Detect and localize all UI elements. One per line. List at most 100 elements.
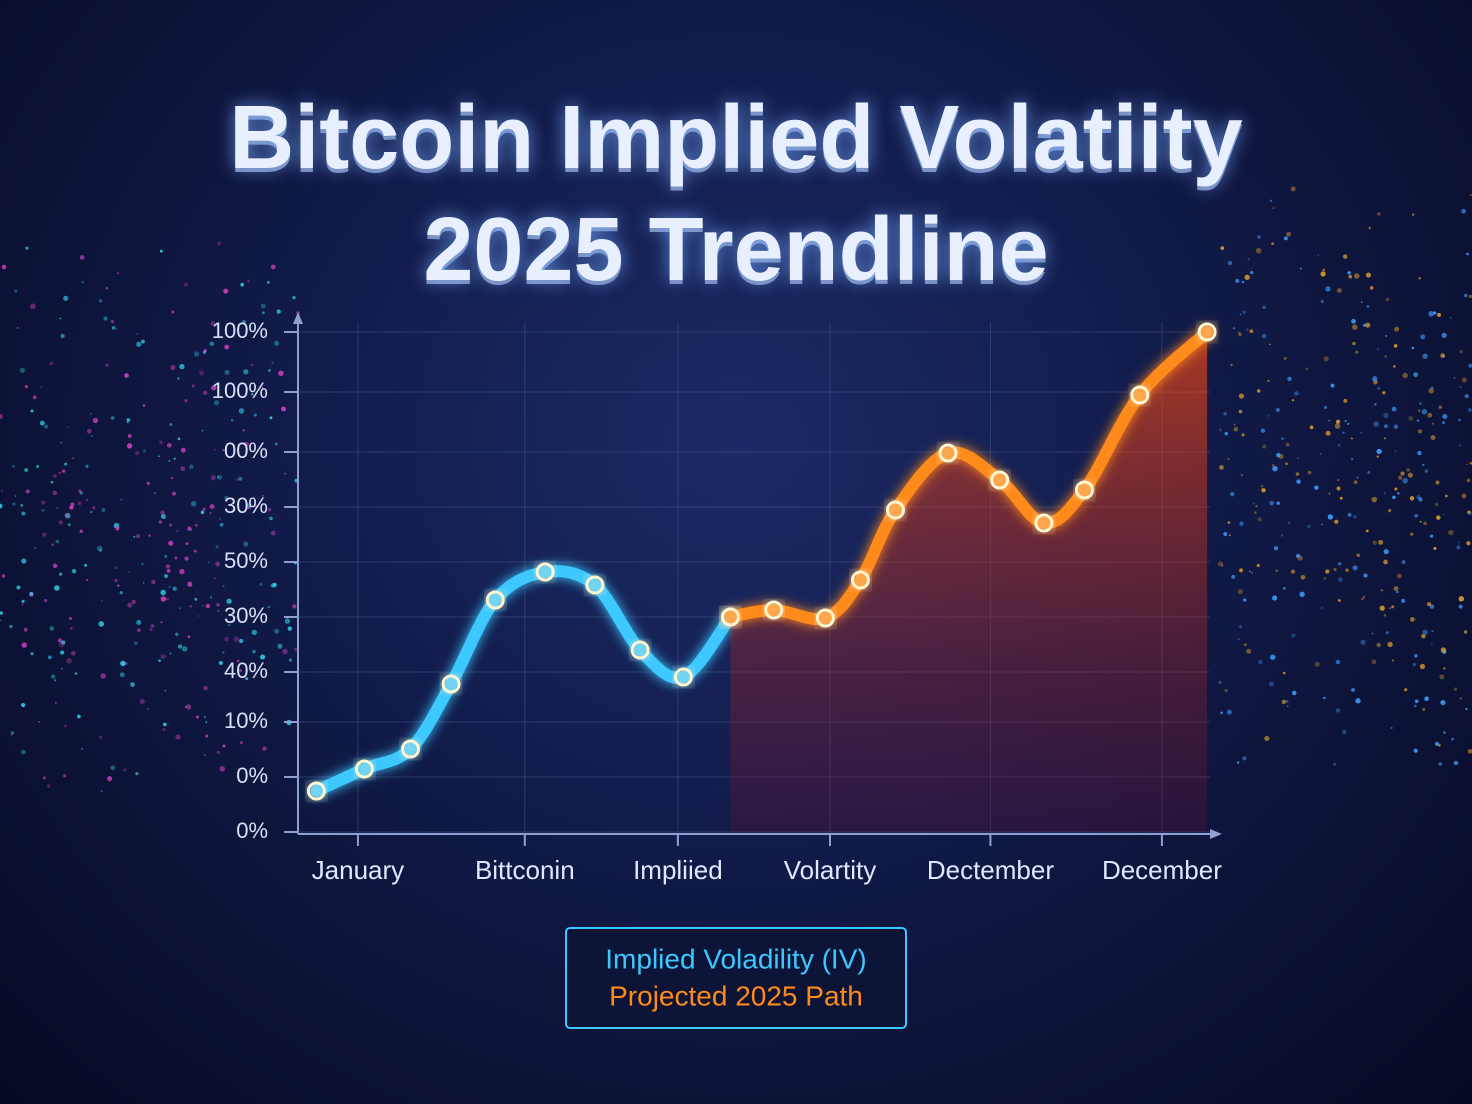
particle [81, 280, 84, 284]
particle [1416, 419, 1420, 422]
particle [64, 724, 68, 728]
y-tick-label: 10% [224, 708, 268, 733]
particle [1356, 553, 1360, 558]
particle [85, 464, 89, 468]
particle [1433, 311, 1437, 315]
particle [36, 465, 40, 469]
particle [1468, 294, 1472, 299]
particle [52, 490, 57, 496]
particle [1423, 521, 1427, 526]
particle [1285, 462, 1288, 466]
particle [1321, 607, 1323, 609]
particle [169, 652, 172, 655]
particle [1410, 617, 1415, 622]
particle [137, 628, 141, 632]
particle [1223, 411, 1227, 416]
particle [1351, 687, 1355, 692]
particle [2, 574, 6, 578]
particle [278, 370, 284, 376]
particle [25, 489, 30, 494]
particle [118, 526, 120, 529]
y-tick-label: 50% [224, 548, 268, 573]
particle [1272, 595, 1278, 601]
particle [1442, 421, 1446, 425]
y-tick-label: 100% [212, 378, 268, 403]
particle [10, 731, 15, 735]
particle [1424, 354, 1427, 357]
particle [106, 775, 113, 782]
particle [1371, 632, 1374, 635]
particle [166, 442, 172, 448]
particle [1419, 663, 1426, 670]
particle [1467, 511, 1472, 516]
particle [230, 419, 234, 422]
particle [261, 386, 264, 389]
particle [1401, 560, 1406, 565]
particle [193, 351, 200, 357]
particle [136, 619, 142, 625]
particle [1445, 494, 1448, 498]
particle [1379, 605, 1385, 611]
particle [105, 363, 109, 367]
particle [1355, 350, 1359, 354]
y-tick-label: 00% [224, 438, 268, 463]
particle [195, 715, 199, 719]
particle [183, 282, 188, 287]
particle [1249, 329, 1254, 334]
particle [166, 597, 169, 601]
particle [179, 607, 182, 610]
particle [1268, 681, 1274, 687]
particle [1307, 524, 1311, 529]
x-tick-label: Dectember [927, 855, 1054, 885]
particle [292, 604, 297, 609]
point [354, 759, 374, 779]
particle [1383, 412, 1389, 418]
particle [254, 505, 258, 509]
particle [271, 361, 274, 365]
particle [1272, 465, 1278, 472]
particle [1275, 408, 1280, 412]
particle [1251, 571, 1253, 574]
particle [1361, 597, 1364, 601]
particle [69, 505, 74, 510]
particle [179, 363, 185, 370]
particle [1418, 497, 1423, 502]
particle [216, 475, 219, 478]
particle [184, 706, 187, 708]
particle [1237, 588, 1243, 595]
particle [158, 455, 160, 458]
particle [1461, 208, 1466, 214]
particle [164, 655, 167, 658]
particle [1, 264, 7, 270]
particle [164, 689, 167, 692]
particle [191, 384, 195, 388]
particle [190, 501, 197, 507]
particle [55, 506, 59, 509]
particle [1323, 696, 1326, 700]
particle [163, 722, 167, 727]
particle [1422, 629, 1428, 635]
particle [87, 428, 92, 434]
particle [187, 526, 192, 531]
particle [1230, 363, 1233, 367]
particle [1409, 496, 1415, 501]
point [535, 562, 555, 582]
particle [1383, 492, 1386, 495]
particle [126, 421, 129, 424]
particle [205, 734, 209, 738]
particle [1398, 475, 1403, 480]
particle [1438, 762, 1443, 766]
particle [247, 279, 250, 283]
particle [1433, 546, 1437, 550]
particle [30, 303, 36, 310]
particle [1336, 486, 1341, 491]
particle [127, 433, 132, 438]
particle [1430, 435, 1436, 440]
particle [98, 548, 103, 552]
particle [1243, 598, 1247, 602]
particle [58, 471, 61, 475]
particle [275, 442, 278, 446]
particle [1275, 569, 1278, 573]
particle [158, 659, 161, 662]
point [485, 590, 505, 610]
